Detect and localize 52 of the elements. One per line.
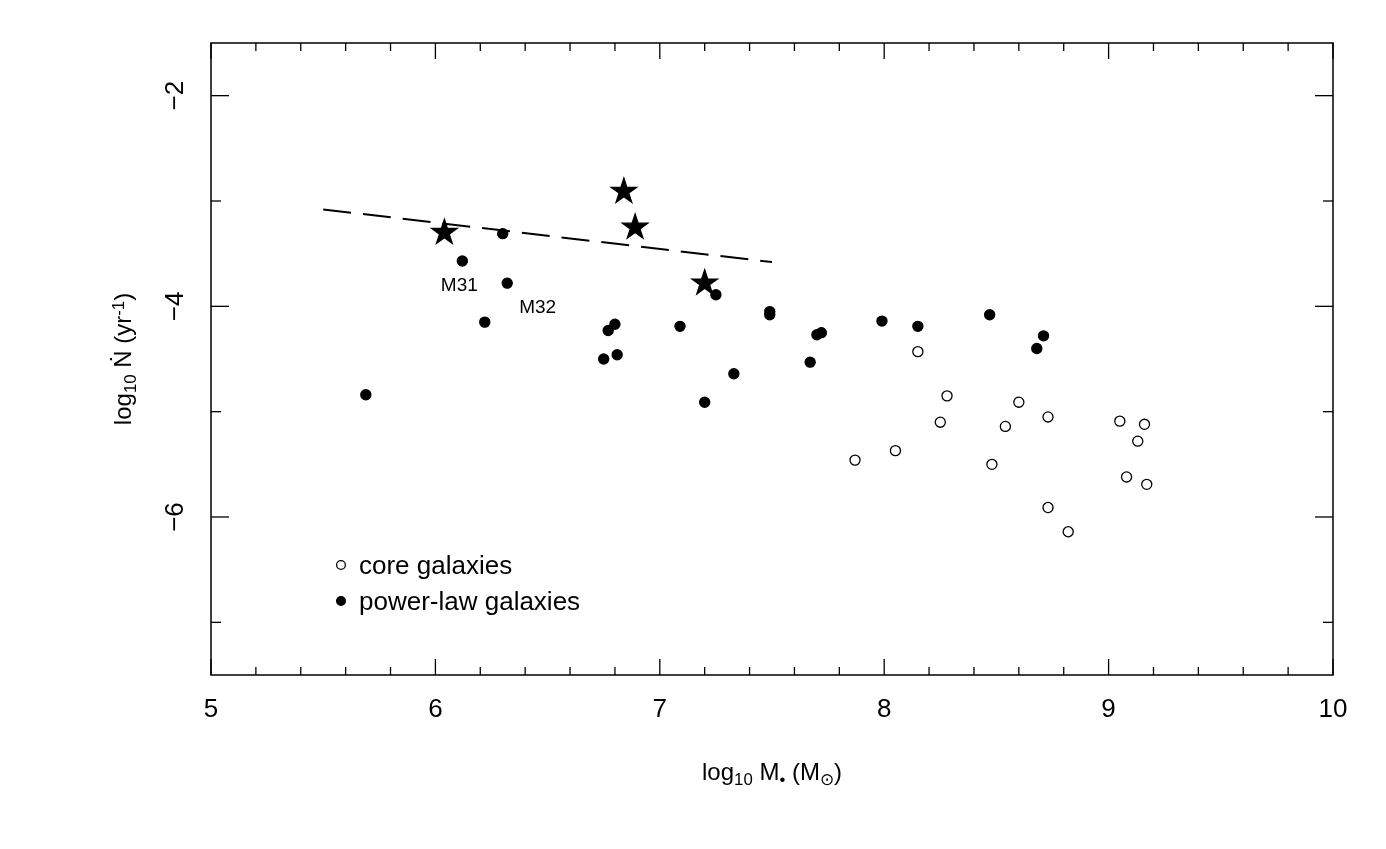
point: [621, 213, 649, 239]
x-tick-label: 7: [652, 693, 668, 723]
legend-label: core galaxies: [359, 550, 513, 580]
x-tick-label: 10: [1318, 693, 1348, 723]
x-tick-label: 6: [428, 693, 443, 723]
point: [602, 324, 614, 337]
x-tick-label: 5: [203, 693, 219, 723]
point: [1037, 330, 1050, 342]
point: [1141, 478, 1153, 491]
x-tick-label: 9: [1101, 693, 1116, 723]
y-tick-label: −6: [159, 502, 189, 532]
point: [1042, 411, 1054, 423]
point: [479, 316, 491, 328]
point: [934, 416, 946, 428]
annotation: M32: [519, 296, 557, 318]
y-tick-label: −2: [159, 80, 189, 111]
point: [609, 318, 621, 330]
point: [889, 444, 902, 457]
point: [598, 353, 610, 365]
point: [999, 420, 1012, 433]
point: [849, 454, 861, 466]
point: [456, 255, 469, 267]
point: [804, 356, 816, 368]
point: [1031, 342, 1043, 355]
point: [912, 345, 924, 358]
point: [501, 277, 513, 289]
point: [1132, 435, 1144, 447]
point: [1013, 396, 1025, 408]
x-axis-title: log$_{10}$ M$_{•}$ (M$_{⊙}$): [702, 758, 842, 790]
point: [941, 390, 953, 402]
y-tick-label: −4: [159, 291, 189, 322]
x-tick-label: 8: [876, 693, 892, 723]
point: [1120, 471, 1133, 483]
point: [698, 396, 711, 408]
point: [691, 269, 719, 295]
point: [360, 389, 372, 401]
point: [611, 349, 623, 361]
point: [710, 289, 722, 301]
point: [1042, 501, 1054, 514]
point: [912, 320, 924, 333]
annotation: M31: [440, 274, 478, 296]
point: [728, 368, 740, 380]
point: [1114, 415, 1126, 427]
point: [876, 315, 888, 327]
point: [674, 320, 686, 333]
point: [1138, 418, 1151, 430]
point: [983, 309, 996, 321]
point: [610, 177, 638, 203]
legend-label: power-law galaxies: [359, 586, 581, 616]
point: [986, 458, 998, 471]
point: [431, 218, 458, 245]
point: [1062, 526, 1074, 538]
